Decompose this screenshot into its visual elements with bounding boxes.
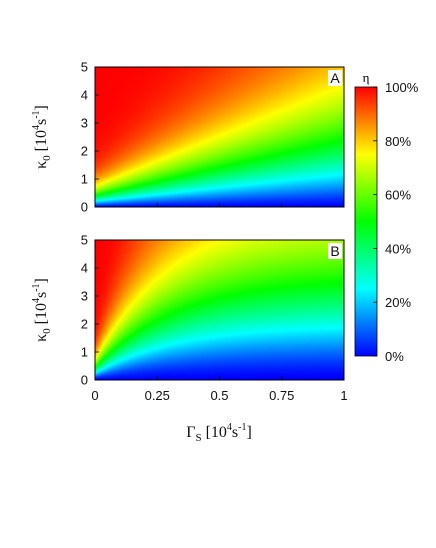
colorbar-tick-label-80: 80% (385, 134, 411, 149)
x-tick-label-1: 1 (340, 388, 347, 403)
colorbar-tick-label-60: 60% (385, 188, 411, 203)
y-tick-label-5: 5 (81, 233, 88, 248)
colorbar-tick-label-40: 40% (385, 241, 411, 256)
y-tick-label-0: 0 (81, 373, 88, 388)
y-tick-label-2: 2 (81, 144, 88, 159)
x-axis-label: ΓS [104s-1] (186, 422, 252, 444)
x-tick-label-0.25: 0.25 (145, 388, 170, 403)
y-tick-label-4: 4 (81, 88, 88, 103)
colorbar-tick-label-20: 20% (385, 295, 411, 310)
panel-b-tag-bg (328, 243, 342, 259)
panel-b-tag: B (330, 243, 339, 259)
colorbar-tick-label-100: 100% (385, 80, 419, 95)
panel-b-y-ticks: 0 1 2 3 4 5 (81, 233, 99, 388)
colorbar-gradient (354, 86, 378, 357)
panel-b-x-ticks: 0 0.25 0.5 0.75 1 (91, 376, 348, 403)
colorbar-ticks: 0% 20% 40% 60% 80% 100% (373, 80, 419, 364)
y-tick-label-3: 3 (81, 289, 88, 304)
y-tick-label-1: 1 (81, 172, 88, 187)
colorbar-title: η (363, 70, 370, 85)
y-tick-label-0: 0 (81, 200, 88, 215)
x-tick-label-0: 0 (91, 388, 98, 403)
panel-a-x-tickmarks (94, 203, 345, 207)
colorbar-tick-label-0: 0% (385, 349, 404, 364)
y-tick-label-2: 2 (81, 317, 88, 332)
panel-a-heatmap (95, 67, 344, 207)
panel-b-y-axis-label: κ0 [104s-1] (31, 278, 53, 342)
panel-a-tag-bg (328, 70, 342, 86)
panel-b-heatmap (95, 240, 344, 380)
panel-a-y-axis-label: κ0 [104s-1] (31, 105, 53, 169)
x-tick-label-0.75: 0.75 (269, 388, 294, 403)
panel-a-tag: A (330, 70, 340, 86)
panel-b: 0 1 2 3 4 5 0 0.25 0.5 0.75 1 B κ0 [104s-1] ΓS [1… (31, 233, 348, 445)
panel-a-y-ticks: 0 1 2 3 4 5 (81, 60, 99, 215)
panel-a: 0 1 2 3 4 5 A κ0 [104s-1] (31, 60, 345, 215)
colorbar: η 0% 20% 40% 60% 80% 100% (354, 70, 419, 364)
y-tick-label-4: 4 (81, 261, 88, 276)
x-tick-label-0.5: 0.5 (210, 388, 228, 403)
y-tick-label-3: 3 (81, 116, 88, 131)
y-tick-label-1: 1 (81, 345, 88, 360)
y-tick-label-5: 5 (81, 60, 88, 75)
